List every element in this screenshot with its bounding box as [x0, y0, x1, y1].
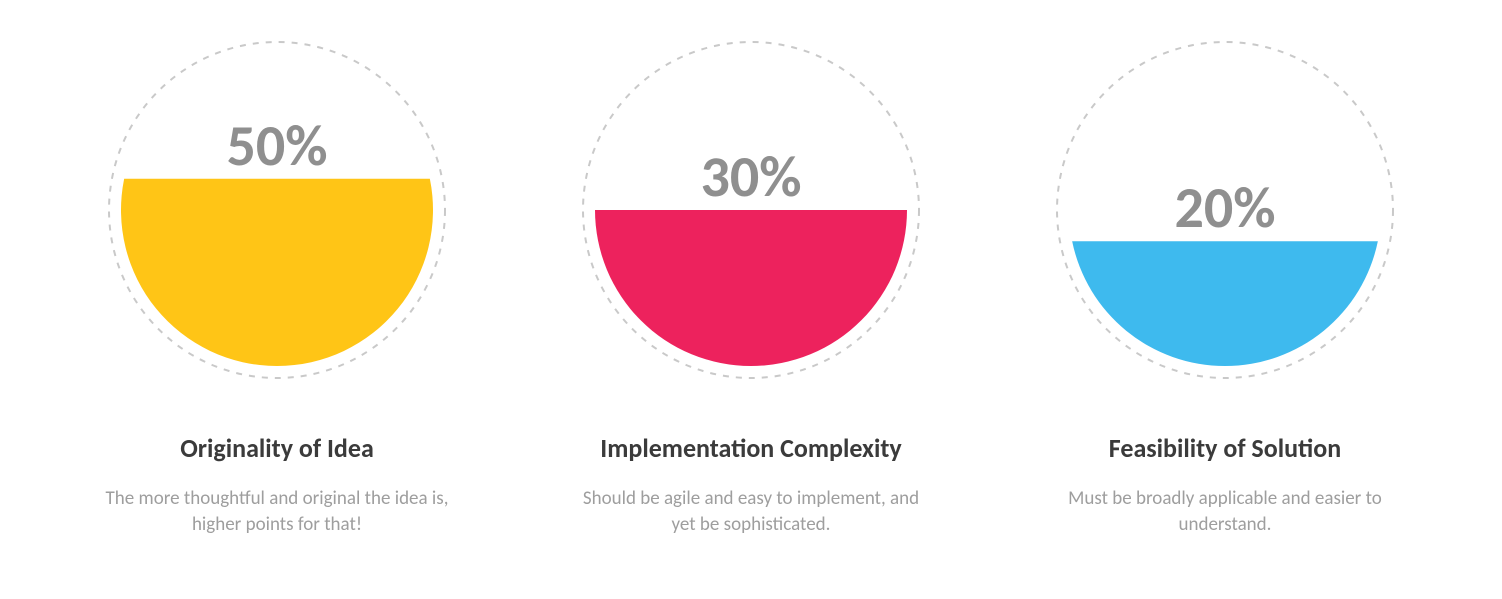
gauge-fill	[595, 210, 907, 366]
gauge-percent-label: 20%	[1174, 172, 1275, 243]
gauge-feasibility: 20%	[1055, 40, 1395, 380]
gauge-percent-label: 30%	[700, 141, 801, 212]
criteria-title: Feasibility of Solution	[1109, 432, 1341, 464]
criteria-card-implementation: 30% Implementation Complexity Should be …	[541, 40, 961, 537]
gauge-implementation: 30%	[581, 40, 921, 380]
criteria-card-originality: 50% Originality of Idea The more thought…	[67, 40, 487, 537]
criteria-description: The more thoughtful and original the ide…	[97, 486, 457, 537]
criteria-title: Implementation Complexity	[600, 432, 901, 464]
gauge-originality: 50%	[107, 40, 447, 380]
criteria-description: Should be agile and easy to implement, a…	[571, 486, 931, 537]
criteria-title: Originality of Idea	[180, 432, 374, 464]
criteria-description: Must be broadly applicable and easier to…	[1045, 486, 1405, 537]
criteria-card-feasibility: 20% Feasibility of Solution Must be broa…	[1015, 40, 1435, 537]
criteria-row: 50% Originality of Idea The more thought…	[0, 0, 1502, 599]
gauge-percent-label: 50%	[226, 110, 327, 181]
gauge-fill	[1072, 241, 1378, 366]
